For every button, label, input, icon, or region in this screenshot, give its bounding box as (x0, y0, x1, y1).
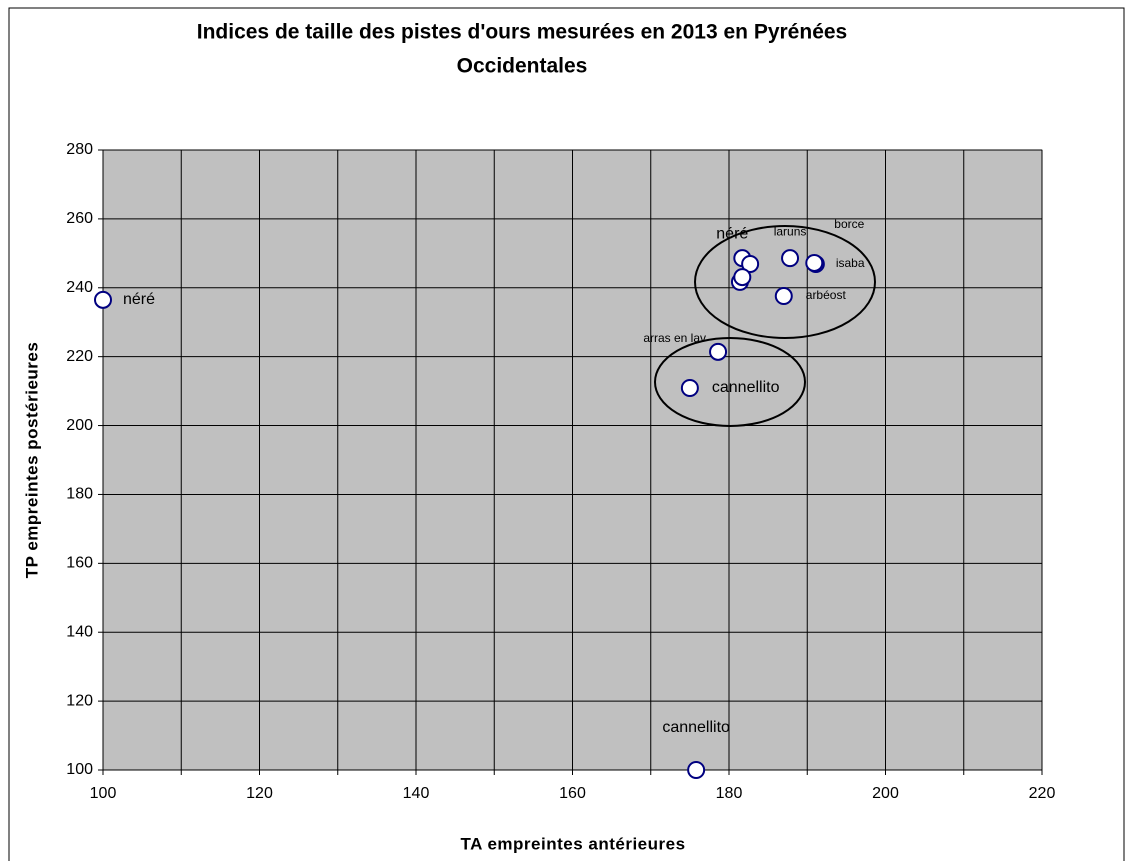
y-tick-label: 180 (66, 486, 93, 503)
y-tick-label: 280 (66, 141, 93, 158)
y-axis-label: TP empreintes postérieures (22, 342, 41, 579)
y-tick-label: 140 (66, 623, 93, 640)
y-tick-label: 100 (66, 761, 93, 778)
point (781, 249, 800, 268)
point (680, 379, 699, 398)
annotation-ellipse (654, 337, 806, 427)
point-label: arbéost (806, 288, 847, 302)
point (709, 342, 728, 361)
chart-title: Indices de taille des pistes d'ours mesu… (197, 21, 847, 44)
point-label: cannellito (662, 719, 730, 736)
chart-title: Occidentales (457, 55, 588, 78)
point (687, 761, 706, 779)
x-tick-label: 180 (716, 785, 743, 802)
y-tick-label: 220 (66, 348, 93, 365)
y-tick-label: 120 (66, 692, 93, 709)
y-tick-label: 260 (66, 210, 93, 227)
point-label: laruns (774, 224, 807, 238)
chart-frame (8, 7, 1125, 861)
y-tick-label: 160 (66, 555, 93, 572)
point (741, 255, 760, 274)
x-tick-label: 100 (90, 785, 117, 802)
point-label: néré (123, 291, 155, 308)
x-axis-label: TA empreintes antérieures (460, 834, 685, 853)
x-tick-label: 140 (403, 785, 430, 802)
point (805, 253, 824, 272)
y-tick-label: 200 (66, 417, 93, 434)
point-label: néré (716, 225, 748, 242)
x-tick-label: 160 (559, 785, 586, 802)
point (733, 268, 752, 287)
annotation-ellipse (694, 225, 876, 339)
point-label: borce (834, 217, 864, 231)
point-label: arras en lav (643, 331, 706, 345)
point-label: cannellito (712, 379, 780, 396)
point (94, 290, 112, 309)
point-label: isaba (836, 256, 865, 270)
x-tick-label: 120 (246, 785, 273, 802)
y-tick-label: 240 (66, 279, 93, 296)
point (774, 287, 793, 306)
x-tick-label: 200 (872, 785, 899, 802)
x-tick-label: 220 (1029, 785, 1056, 802)
